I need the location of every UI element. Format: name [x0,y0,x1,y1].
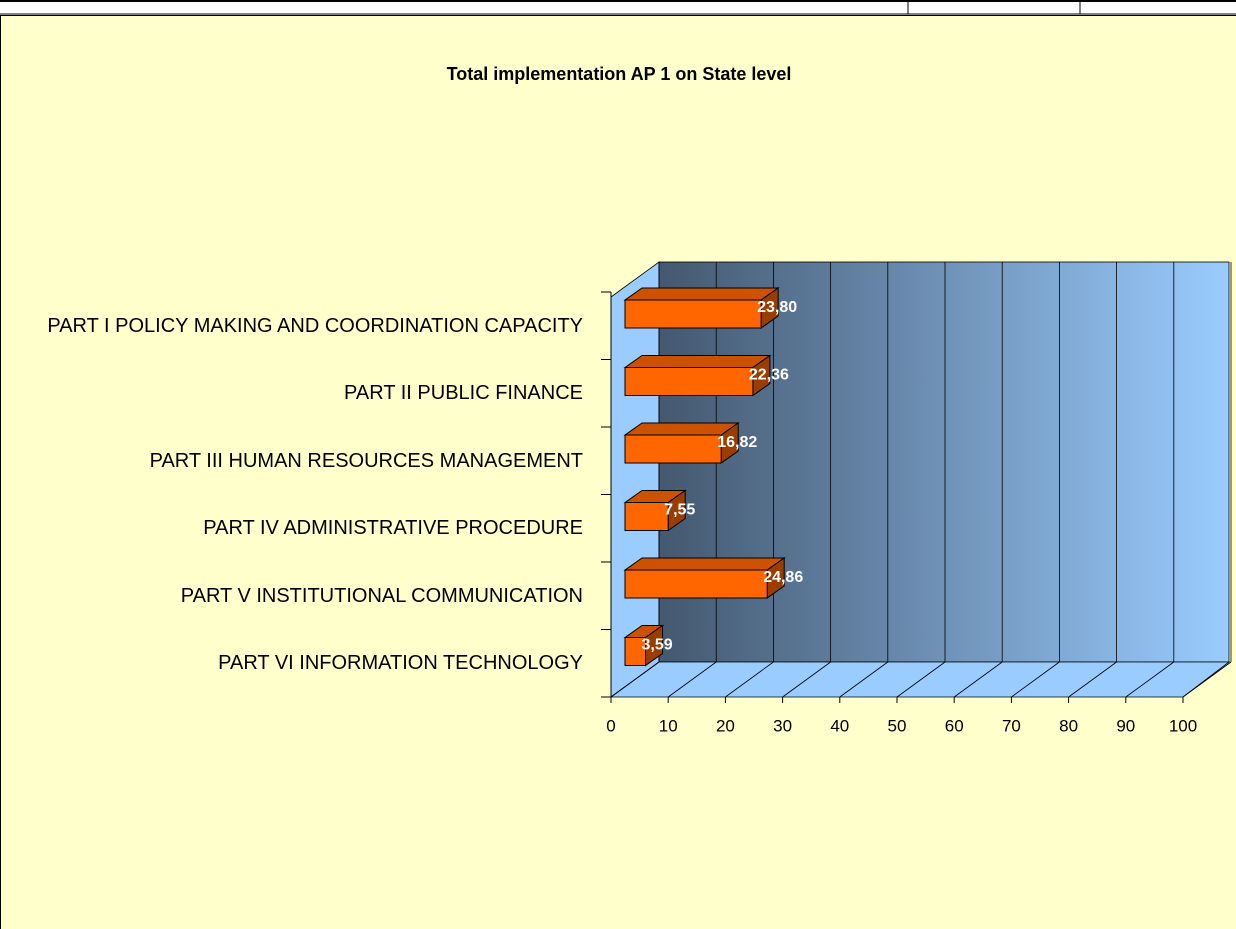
x-tick-label: 60 [945,716,964,735]
category-label-box: PART V INSTITUTIONAL COMMUNICATION [13,584,583,608]
floor-grid-line [667,661,717,698]
bar [624,367,754,396]
bar-top [623,355,772,368]
bar-top [623,557,786,571]
y-tick-label: PART II PUBLIC FINANCE [344,382,583,405]
bar [624,299,762,329]
bar [624,637,647,666]
floor-grid-line [839,661,889,698]
x-tick-label: 0 [606,716,615,735]
floor-grid-line [725,661,774,698]
bar-top [623,422,740,436]
floor-grid-line [1182,661,1232,698]
x-tick-label: 30 [773,716,792,735]
data-label: 3,59 [642,637,673,654]
x-tick-label: 80 [1059,716,1078,735]
bar [624,434,722,464]
x-tick-label: 90 [1116,716,1135,735]
data-label: 23,80 [757,299,797,316]
y-tick-label: PART IV ADMINISTRATIVE PROCEDURE [203,517,583,540]
bar [624,502,669,531]
category-label-box: PART II PUBLIC FINANCE [13,381,583,405]
x-tick-label: 40 [830,716,849,735]
x-tick-label: 50 [888,716,907,735]
category-label-box: PART I POLICY MAKING AND COORDINATION CA… [13,314,583,338]
data-label: 7,55 [664,502,695,519]
floor-grid-line [896,661,946,698]
y-tick-label: PART III HUMAN RESOURCES MANAGEMENT [149,449,583,472]
data-label: 16,82 [717,434,757,451]
floor-grid-line [1125,661,1175,698]
category-label-box: PART III HUMAN RESOURCES MANAGEMENT [13,449,583,473]
x-tick-label: 100 [1169,716,1197,735]
x-tick-label: 10 [659,716,678,735]
data-label: 22,36 [749,367,789,384]
x-tick-label: 20 [716,716,735,735]
floor-grid-line [1011,661,1060,698]
bar [624,569,768,599]
floor-grid-line [782,661,831,698]
floor-grid-line [1068,661,1117,698]
y-tick-label: PART I POLICY MAKING AND COORDINATION CA… [47,314,583,337]
chart-title: Total implementation AP 1 on State level [447,64,792,84]
floor [609,661,1231,698]
y-tick-label: PART VI INFORMATION TECHNOLOGY [218,652,583,675]
y-tick-label: PART V INSTITUTIONAL COMMUNICATION [180,584,583,607]
category-label-box: PART VI INFORMATION TECHNOLOGY [13,651,583,675]
x-tick-label: 70 [1002,716,1021,735]
bar-top [623,287,780,301]
floor-grid-line [953,661,1003,698]
data-label: 24,86 [763,569,803,586]
category-label-box: PART IV ADMINISTRATIVE PROCEDURE [13,516,583,540]
floor-grid-line [610,661,660,698]
